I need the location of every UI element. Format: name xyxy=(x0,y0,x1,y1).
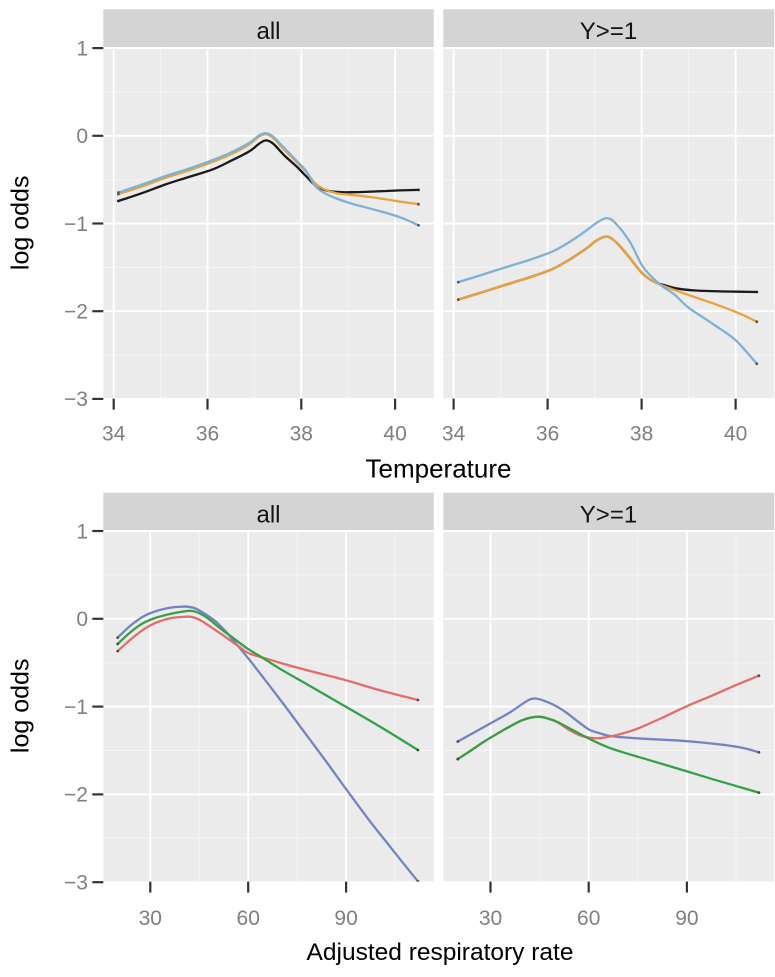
svg-text:60: 60 xyxy=(577,907,600,930)
svg-text:Temperature: Temperature xyxy=(366,454,512,484)
svg-text:1: 1 xyxy=(76,37,88,60)
svg-text:36: 36 xyxy=(196,423,219,446)
svg-text:Y>=1: Y>=1 xyxy=(580,18,637,45)
svg-text:40: 40 xyxy=(724,423,747,446)
svg-text:30: 30 xyxy=(479,907,502,930)
svg-text:38: 38 xyxy=(630,423,653,446)
svg-text:log odds: log odds xyxy=(6,176,34,271)
svg-text:all: all xyxy=(256,18,280,45)
svg-text:−2: −2 xyxy=(64,784,88,807)
svg-text:34: 34 xyxy=(442,423,466,446)
svg-text:0: 0 xyxy=(76,125,88,148)
svg-text:34: 34 xyxy=(102,423,126,446)
svg-text:90: 90 xyxy=(334,907,357,930)
svg-text:36: 36 xyxy=(536,423,559,446)
svg-text:38: 38 xyxy=(290,423,313,446)
svg-text:−1: −1 xyxy=(64,696,88,719)
svg-text:Adjusted respiratory rate: Adjusted respiratory rate xyxy=(307,939,574,966)
svg-text:90: 90 xyxy=(675,907,698,930)
svg-text:0: 0 xyxy=(76,608,88,631)
svg-text:Y>=1: Y>=1 xyxy=(580,501,637,528)
svg-text:−1: −1 xyxy=(64,213,88,236)
svg-text:1: 1 xyxy=(76,520,88,543)
svg-text:−3: −3 xyxy=(64,872,88,895)
svg-text:all: all xyxy=(256,501,280,528)
svg-text:−3: −3 xyxy=(64,388,88,411)
svg-text:−2: −2 xyxy=(64,301,88,324)
svg-text:30: 30 xyxy=(139,907,162,930)
svg-text:60: 60 xyxy=(237,907,260,930)
svg-text:log odds: log odds xyxy=(6,659,34,754)
svg-text:40: 40 xyxy=(383,423,406,446)
